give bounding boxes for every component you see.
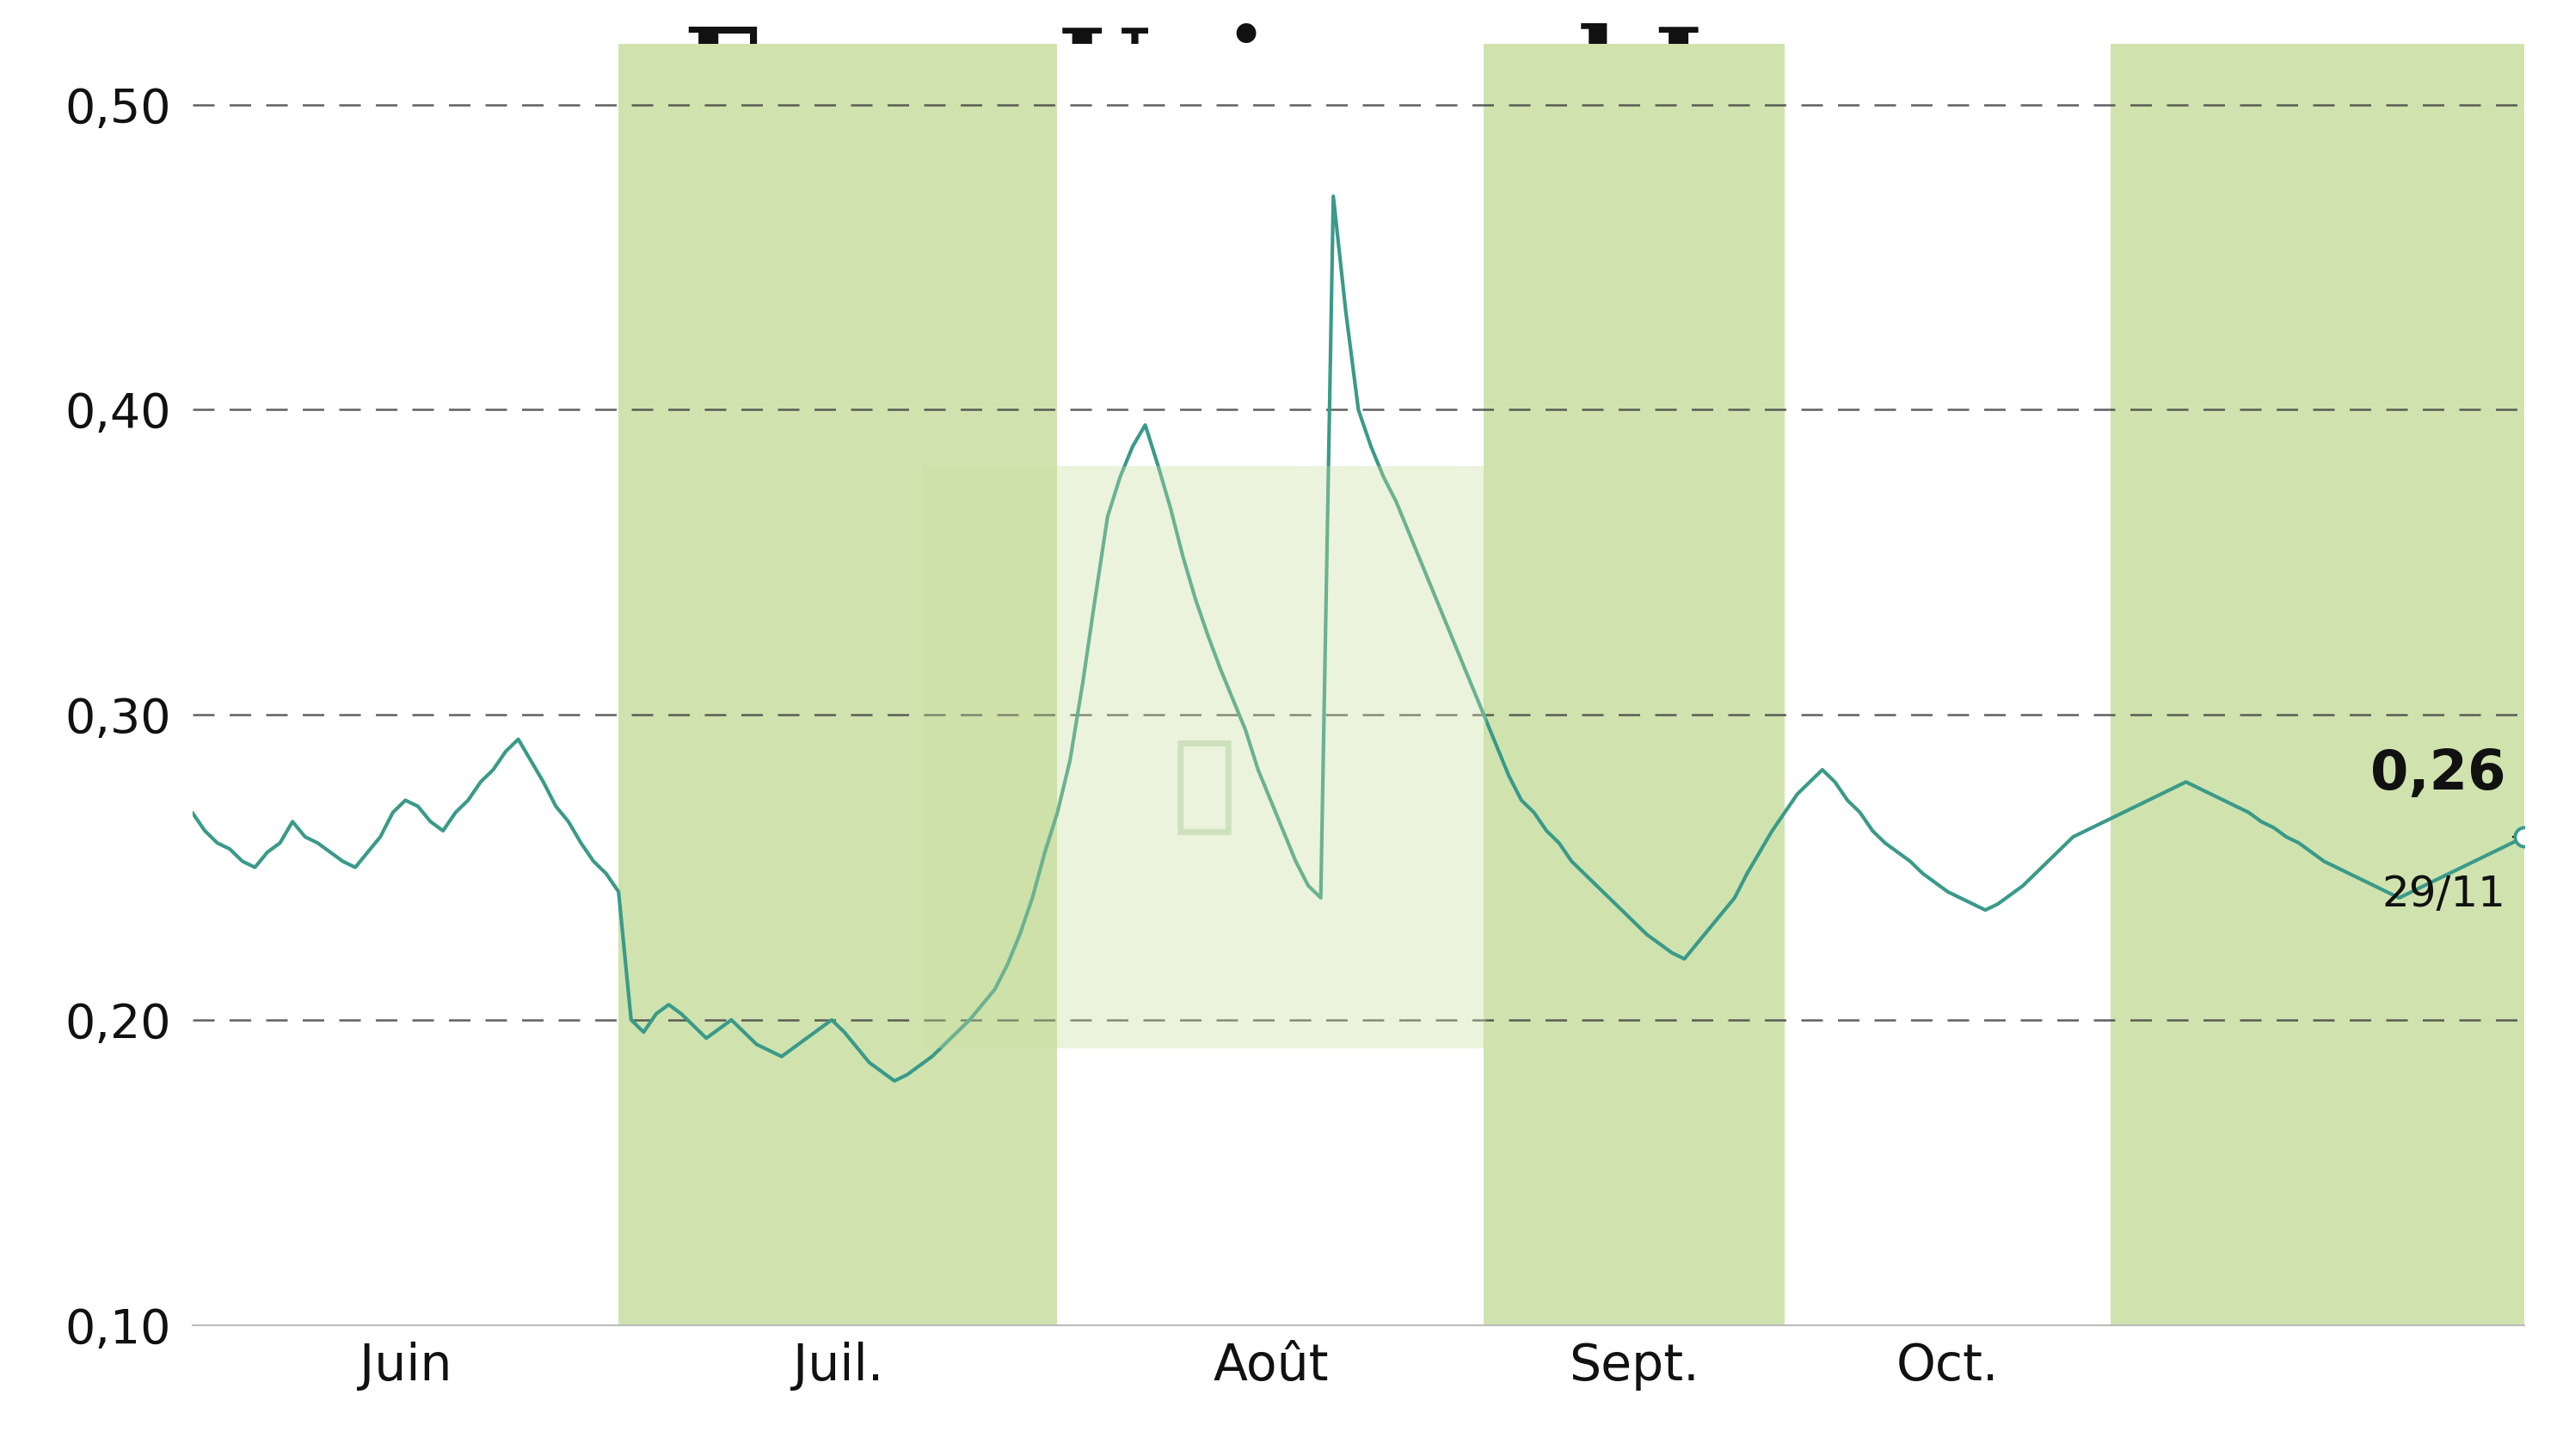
FancyBboxPatch shape [905,448,1504,1066]
Text: Focus Universal Inc.: Focus Universal Inc. [684,23,1879,125]
Bar [618,44,1059,1325]
Bar [2112,44,2563,1325]
Text: 29/11: 29/11 [2381,874,2507,914]
Text: 0,26: 0,26 [2371,747,2507,801]
Bar [1484,44,1784,1325]
Text: 🐂: 🐂 [1171,734,1238,839]
